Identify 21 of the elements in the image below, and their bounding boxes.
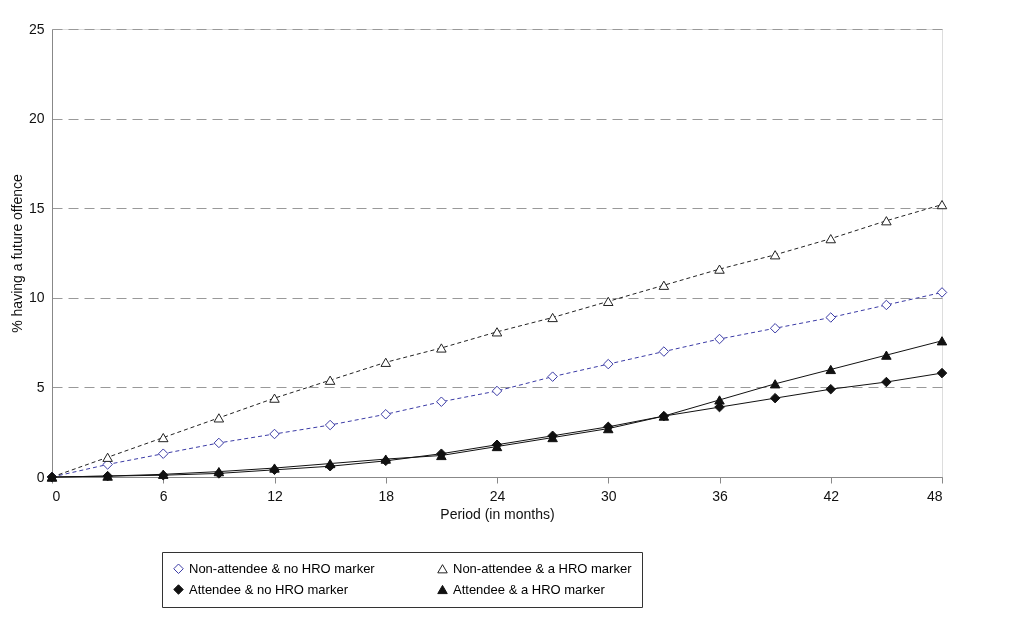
y-tick-label: 25 [28,20,45,37]
y-tick-label: 20 [28,110,45,127]
legend-label: Non-attendee & no HRO marker [189,560,376,576]
x-tick-label: 24 [489,487,506,504]
x-tick-label: 42 [823,487,840,504]
x-tick-label: 6 [159,487,168,504]
x-tick-label: 30 [600,487,617,504]
y-tick-label: 15 [28,199,45,216]
y-axis-title: % having a future offence [8,174,25,333]
x-tick-label: 12 [267,487,283,504]
legend-label: Non-attendee & a HRO marker [453,560,633,576]
x-tick-label: 48 [926,487,943,504]
x-axis-title: Period (in months) [440,505,555,522]
x-tick-label: 18 [378,487,395,504]
legend-label: Attendee & a HRO marker [453,581,606,597]
y-tick-label: 0 [36,468,45,485]
legend-label: Attendee & no HRO marker [189,581,349,597]
x-tick-label: 36 [712,487,728,504]
x-tick-label: 0 [52,487,61,504]
y-tick-label: 5 [36,378,45,395]
y-tick-label: 10 [28,289,45,306]
